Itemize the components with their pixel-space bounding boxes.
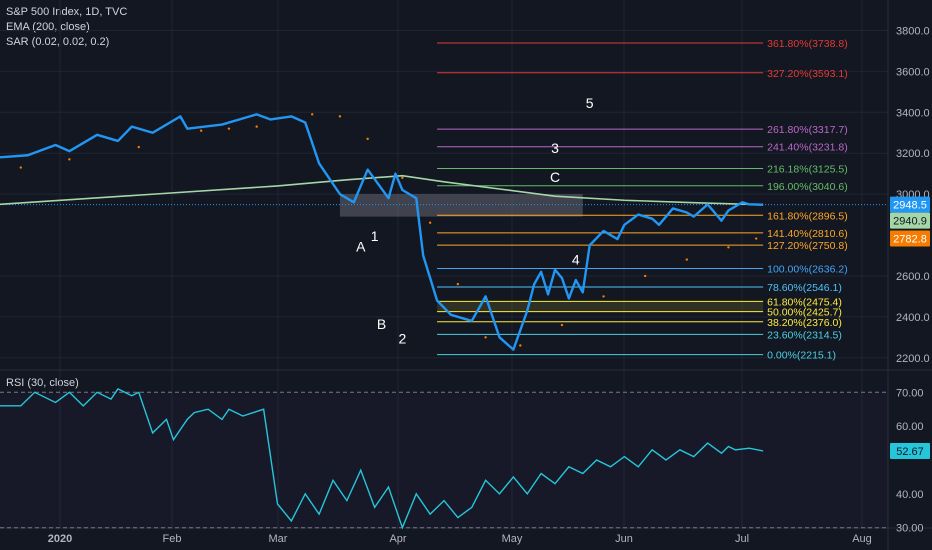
y-tick-label: 3800.0 (896, 25, 930, 37)
wave-label: B (377, 316, 386, 332)
sar-dot (643, 274, 647, 278)
fib-level-label: 196.00%(3040.6) (767, 181, 848, 193)
fib-level-label: 0.00%(2215.1) (767, 350, 836, 362)
fib-level-label: 100.00%(2636.2) (767, 264, 848, 276)
fib-level-label: 161.80%(2896.5) (767, 210, 848, 222)
fib-level-label: 261.80%(3317.7) (767, 124, 848, 136)
fib-level-label: 78.60%(2546.1) (767, 282, 842, 294)
wave-label: 3 (551, 140, 559, 156)
x-tick-label: Jun (615, 533, 633, 545)
wave-label: 2 (398, 330, 406, 346)
sar-dot (754, 237, 758, 240)
fib-level-label: 327.20%(3593.1) (767, 68, 848, 80)
wave-label: C (550, 169, 560, 185)
y-tick-label: 2400.0 (896, 312, 930, 324)
y-tick-label: 3600.0 (896, 66, 930, 78)
fib-level-label: 361.80%(3738.8) (767, 38, 848, 50)
y-tick-label: 3400.0 (896, 107, 930, 119)
fib-level-label: 216.18%(3125.5) (767, 163, 848, 175)
symbol-title[interactable]: S&P 500 Index, 1D, TVC (6, 6, 128, 18)
x-tick-label: 2020 (48, 533, 72, 545)
sar-dot (366, 137, 369, 141)
rsi-tick-label: 40.00 (896, 489, 924, 501)
sar-dot (255, 125, 258, 128)
sar-dot (602, 295, 605, 298)
sar-dot (310, 113, 314, 116)
fib-level-label: 23.60%(2314.5) (767, 329, 842, 341)
y-tick-label: 3200.0 (896, 148, 930, 160)
sar-dot (428, 221, 432, 224)
sar-dot (19, 166, 23, 169)
wave-label: 5 (586, 95, 594, 111)
sar-dot (519, 344, 522, 347)
y-tick-label: 2600.0 (896, 271, 930, 283)
wave-label: A (356, 238, 366, 254)
fib-level-label: 127.20%(2750.8) (767, 240, 848, 252)
axis-badge (890, 196, 930, 213)
sar-dot (199, 129, 203, 132)
wave-label: 1 (371, 228, 379, 244)
rsi-tick-label: 70.00 (896, 387, 924, 399)
x-tick-label: Aug (852, 533, 872, 545)
rsi-legend[interactable]: RSI (30, close) (6, 377, 79, 389)
axis-badge-label: 2782.8 (893, 234, 927, 246)
sar-dot (227, 127, 231, 130)
rsi-tick-label: 30.00 (896, 523, 924, 535)
sar-dot (68, 158, 71, 161)
axis-badge (890, 230, 930, 247)
x-tick-label: Feb (163, 533, 182, 545)
rsi-line (0, 388, 764, 530)
x-tick-label: Jul (735, 533, 749, 545)
y-tick-label: 2200.0 (896, 353, 930, 365)
fib-level-label: 50.00%(2425.7) (767, 307, 842, 319)
wave-label: 4 (572, 252, 580, 268)
rsi-band-fill (0, 392, 888, 528)
axis-badge-label: 2948.5 (893, 200, 927, 212)
sar-dot (685, 258, 689, 261)
sar-dot (484, 336, 487, 339)
x-tick-label: Apr (389, 533, 406, 545)
fib-level-label: 61.80%(2475.4) (767, 296, 842, 308)
range-box (339, 194, 583, 217)
fib-band (437, 301, 764, 312)
fib-level-label: 38.20%(2376.0) (767, 317, 842, 329)
axis-badge-label: 2940.9 (893, 216, 927, 228)
price-line (0, 113, 764, 351)
rsi-axis-badge-label: 52.67 (896, 446, 924, 458)
x-tick-label: May (502, 533, 523, 545)
ema-line (0, 174, 764, 206)
sar-dot (137, 145, 140, 149)
rsi-legend-box: RSI (30, close) (6, 376, 79, 391)
x-tick-label: Mar (269, 533, 288, 545)
rsi-tick-label: 60.00 (896, 421, 924, 433)
sar-dot (401, 176, 404, 179)
sar-dot (560, 323, 564, 327)
sar-legend[interactable]: SAR (0.02, 0.02, 0.2) (6, 36, 110, 48)
sar-dot (456, 282, 460, 286)
sar-dot (338, 115, 342, 118)
axis-badge (890, 212, 930, 229)
rsi-axis-badge (890, 442, 930, 459)
sar-dot (727, 246, 730, 249)
fib-level-label: 241.40%(3231.8) (767, 142, 848, 154)
fib-level-label: 141.40%(2810.6) (767, 228, 848, 240)
